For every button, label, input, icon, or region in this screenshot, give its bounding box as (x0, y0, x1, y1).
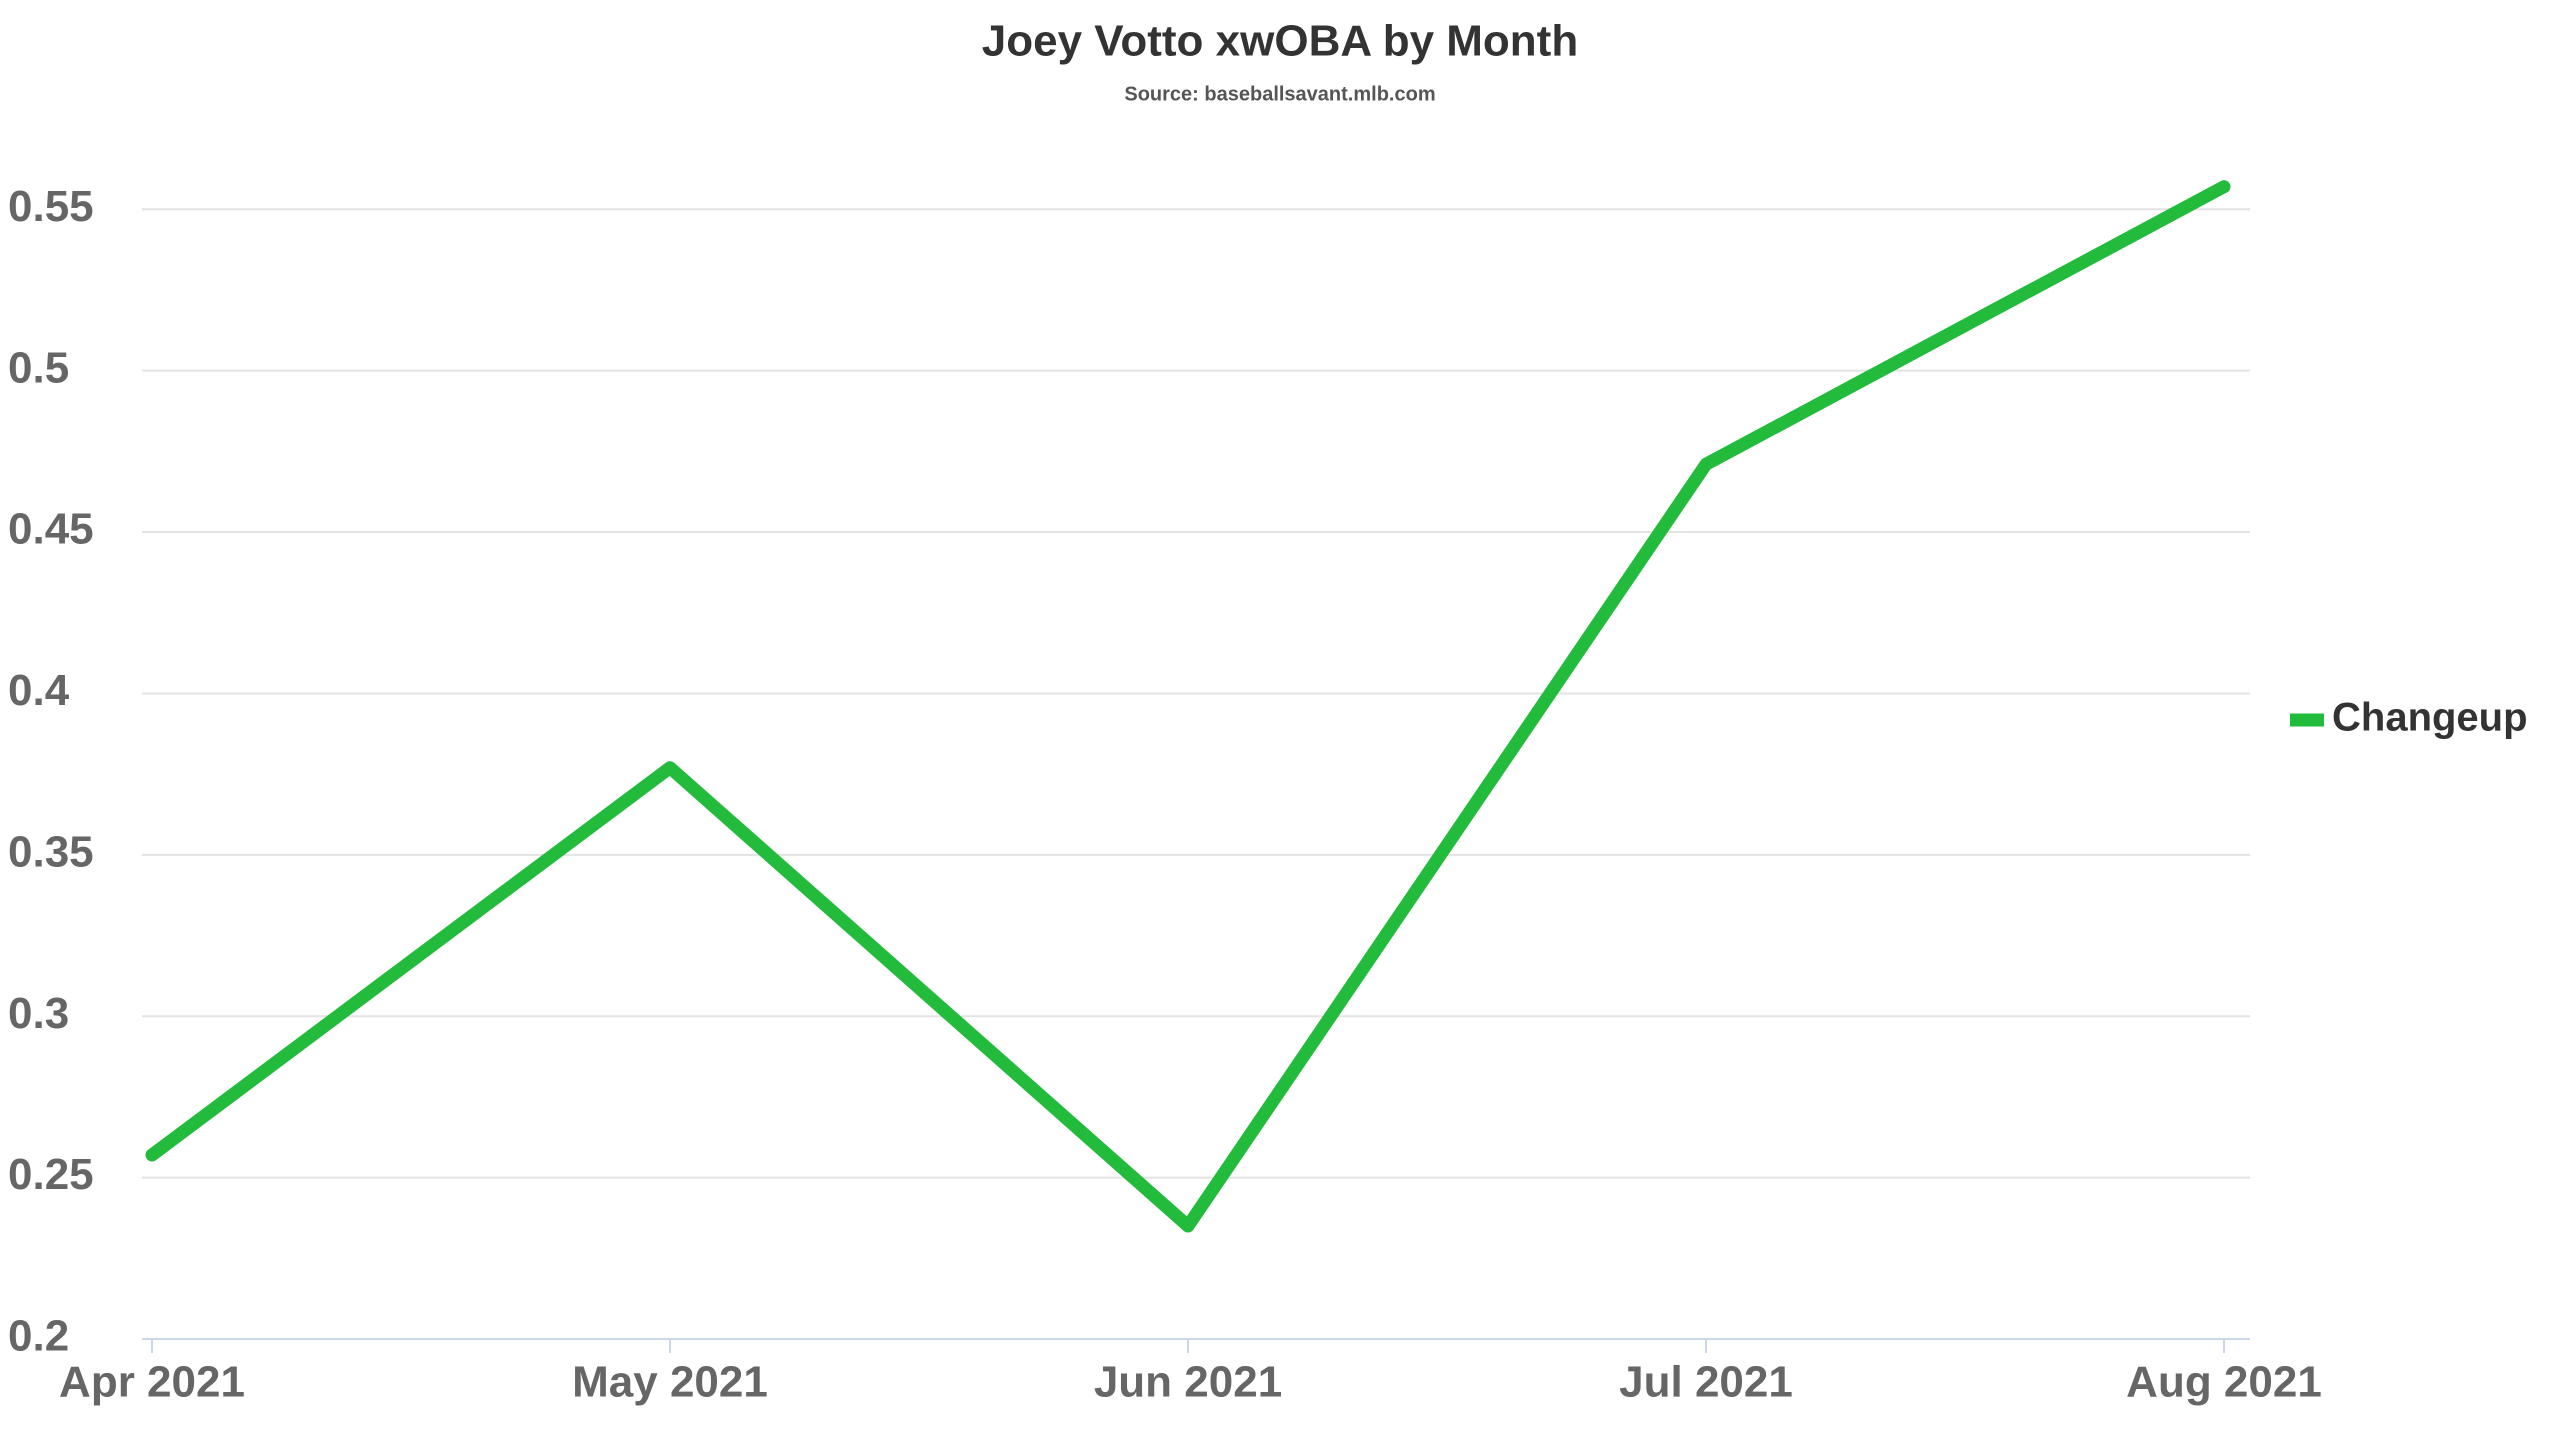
y-tick-label: 0.4 (8, 666, 70, 715)
y-tick-label: 0.2 (8, 1312, 69, 1361)
x-tick-label: Jun 2021 (1094, 1358, 1282, 1407)
y-tick-label: 0.35 (8, 827, 94, 876)
x-tick-label: May 2021 (572, 1358, 768, 1407)
legend-label: Changeup (2332, 696, 2528, 740)
x-tick-label: Jul 2021 (1619, 1358, 1793, 1407)
chart-subtitle: Source: baseballsavant.mlb.com (1124, 83, 1435, 105)
series-line (145, 180, 2231, 1233)
y-tick-label: 0.5 (8, 343, 69, 392)
y-tick-label: 0.3 (8, 989, 69, 1038)
y-tick-label: 0.25 (8, 1150, 94, 1199)
chart-title: Joey Votto xwOBA by Month (982, 17, 1578, 66)
x-tick-label: Apr 2021 (59, 1358, 245, 1407)
y-tick-label: 0.45 (8, 505, 94, 554)
y-tick-label: 0.55 (8, 182, 94, 231)
x-tick-label: Aug 2021 (2126, 1358, 2322, 1407)
